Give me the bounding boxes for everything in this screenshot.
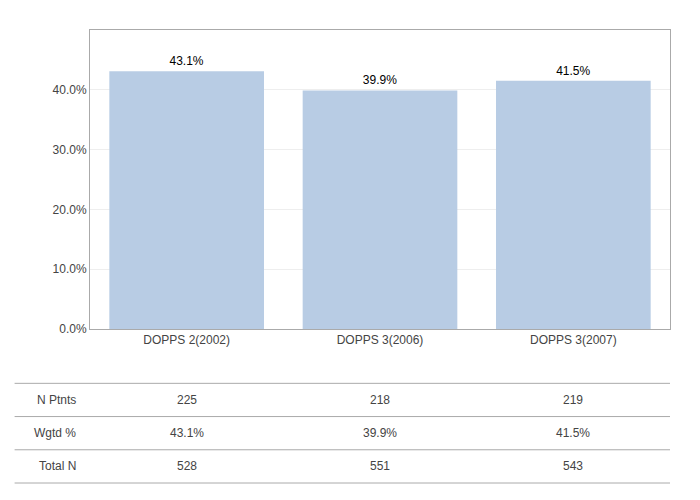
svg-text:551: 551 [370,459,390,473]
svg-text:Wgtd %: Wgtd % [34,426,76,440]
svg-text:41.5%: 41.5% [556,64,590,78]
svg-text:218: 218 [370,393,390,407]
svg-text:0.0%: 0.0% [59,322,87,336]
svg-text:DOPPS 2(2002): DOPPS 2(2002) [143,333,230,347]
svg-text:DOPPS 3(2006): DOPPS 3(2006) [337,333,424,347]
svg-text:Total N: Total N [39,459,76,473]
svg-text:40.0%: 40.0% [53,83,87,97]
svg-text:39.9%: 39.9% [363,73,397,87]
svg-text:43.1%: 43.1% [169,54,203,68]
svg-text:43.1%: 43.1% [170,426,204,440]
svg-text:528: 528 [177,459,197,473]
svg-text:20.0%: 20.0% [53,203,87,217]
svg-text:N Ptnts: N Ptnts [37,393,76,407]
svg-text:225: 225 [177,393,197,407]
svg-text:543: 543 [563,459,583,473]
svg-text:DOPPS 3(2007): DOPPS 3(2007) [530,333,617,347]
svg-text:219: 219 [563,393,583,407]
svg-text:39.9%: 39.9% [363,426,397,440]
svg-text:41.5%: 41.5% [556,426,590,440]
svg-text:10.0%: 10.0% [53,262,87,276]
svg-text:30.0%: 30.0% [53,143,87,157]
